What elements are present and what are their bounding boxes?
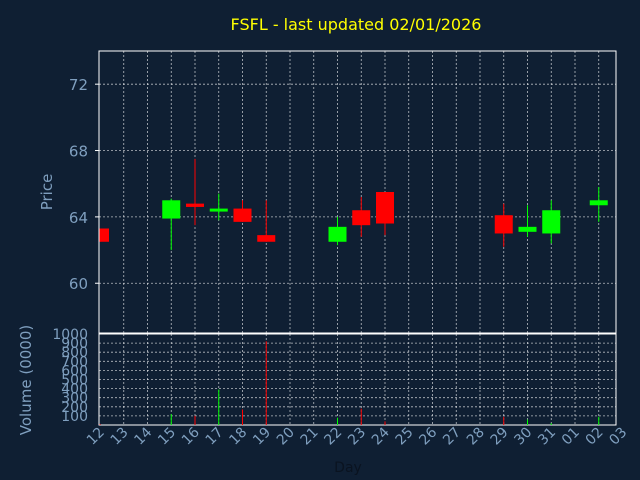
volume-axis-label: Volume (0000) [17, 325, 35, 435]
price-tick-label: 72 [69, 76, 88, 94]
candle-body [100, 228, 109, 242]
price-axis-label: Price [38, 174, 56, 211]
candle [376, 192, 394, 236]
candle-body [328, 226, 347, 242]
candle-body [518, 226, 537, 232]
candle-body [233, 208, 252, 222]
volume-tick-label: 100 [61, 409, 88, 425]
volume-tick-label: 700 [61, 354, 88, 370]
candle-body [209, 208, 228, 212]
chart-title: FSFL - last updated 02/01/2026 [231, 15, 482, 34]
volume-tick-label: 1000 [52, 327, 88, 343]
candle-body [542, 210, 561, 234]
volume-tick-label: 900 [61, 336, 88, 352]
volume-tick-label: 400 [61, 382, 88, 398]
price-panel-frame [98, 50, 617, 334]
candle-body [376, 192, 394, 224]
volume-tick-label: 300 [61, 391, 88, 407]
day-axis-label: Day [334, 460, 362, 476]
candle [233, 200, 252, 222]
candle [209, 193, 228, 221]
volume-tick-label: 600 [61, 363, 88, 379]
volume-grid [99, 333, 616, 426]
candle-body [186, 203, 204, 207]
candle [257, 200, 276, 242]
candle [328, 216, 347, 246]
volume-tick-label: 800 [61, 345, 88, 361]
candle-body [352, 210, 371, 226]
candle-body [257, 235, 276, 242]
price-tick-label: 68 [69, 143, 88, 161]
candle [542, 200, 561, 244]
price-axis-ticks: 60 64 68 72 [69, 76, 99, 293]
price-tick-label: 60 [69, 275, 88, 293]
candle [494, 203, 513, 247]
volume-bars [99, 341, 600, 425]
candle [589, 187, 608, 222]
candle-body [494, 215, 513, 234]
volume-tick-label: 500 [61, 373, 88, 389]
price-tick-label: 64 [69, 209, 88, 227]
candle [518, 205, 537, 237]
day-axis-ticks: 12 13 14 15 16 17 18 19 20 21 22 23 24 25 26 27 28 29 30 31… [84, 424, 630, 448]
candle [186, 158, 204, 226]
candles [99, 158, 608, 251]
candle [162, 198, 181, 251]
candle [99, 228, 109, 242]
candle [352, 196, 371, 237]
price-panel: 60 64 68 72 Price [38, 50, 617, 334]
candle-body [589, 200, 608, 206]
candle-body [162, 200, 181, 219]
volume-tick-label: 200 [61, 400, 88, 416]
